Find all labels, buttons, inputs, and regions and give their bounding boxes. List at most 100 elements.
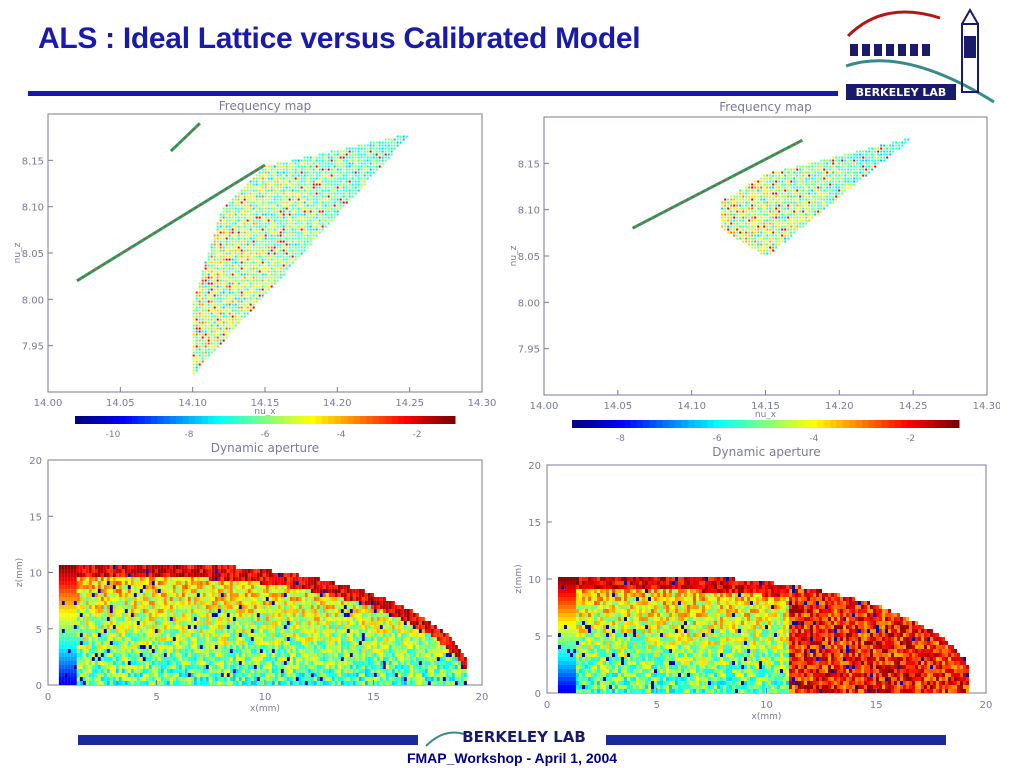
aperture-cell <box>238 681 242 685</box>
aperture-cell <box>202 653 206 657</box>
aperture-cell <box>232 613 236 617</box>
frequency-point <box>772 240 775 243</box>
frequency-point <box>204 315 207 318</box>
frequency-point <box>222 297 225 300</box>
aperture-cell <box>190 589 194 593</box>
aperture-cell <box>223 589 227 593</box>
frequency-point <box>306 225 309 228</box>
frequency-point <box>282 162 285 165</box>
frequency-point <box>778 186 781 189</box>
frequency-point <box>216 318 219 321</box>
aperture-cell <box>133 649 137 653</box>
frequency-point <box>297 198 300 201</box>
aperture-cell <box>208 573 212 577</box>
frequency-point <box>841 165 844 168</box>
aperture-cell <box>190 669 194 673</box>
aperture-cell <box>160 601 164 605</box>
frequency-point <box>369 159 372 162</box>
aperture-cell <box>217 625 221 629</box>
aperture-cell <box>94 673 98 677</box>
aperture-cell <box>217 629 221 633</box>
aperture-cell <box>106 653 110 657</box>
aperture-cell <box>205 593 209 597</box>
frequency-point <box>856 156 859 159</box>
aperture-cell <box>85 657 89 661</box>
frequency-point <box>273 255 276 258</box>
frequency-point <box>210 351 213 354</box>
aperture-cell <box>199 633 203 637</box>
aperture-cell <box>196 653 200 657</box>
aperture-cell <box>199 569 203 573</box>
aperture-cell <box>217 585 221 589</box>
frequency-point <box>219 240 222 243</box>
frequency-point <box>336 204 339 207</box>
frequency-point <box>282 180 285 183</box>
frequency-point <box>297 252 300 255</box>
aperture-cell <box>238 645 242 649</box>
aperture-cell <box>139 633 143 637</box>
frequency-point <box>330 150 333 153</box>
frequency-point <box>252 276 255 279</box>
frequency-point <box>237 252 240 255</box>
frequency-point <box>252 264 255 267</box>
aperture-cell <box>172 621 176 625</box>
frequency-point <box>850 180 853 183</box>
aperture-cell <box>109 585 113 589</box>
aperture-cell <box>166 573 170 577</box>
aperture-cell <box>178 641 182 645</box>
frequency-point <box>841 186 844 189</box>
frequency-point <box>781 195 784 198</box>
aperture-cell <box>145 617 149 621</box>
aperture-cell <box>118 597 122 601</box>
frequency-point <box>763 177 766 180</box>
frequency-point <box>300 249 303 252</box>
aperture-cell <box>127 629 131 633</box>
aperture-cell <box>166 641 170 645</box>
aperture-cell <box>178 625 182 629</box>
frequency-point <box>838 186 841 189</box>
frequency-point <box>318 210 321 213</box>
aperture-cell <box>94 665 98 669</box>
aperture-cell <box>91 677 95 681</box>
aperture-cell <box>229 569 233 573</box>
aperture-cell <box>118 577 122 581</box>
frequency-point <box>787 198 790 201</box>
aperture-cell <box>79 649 83 653</box>
frequency-point <box>342 186 345 189</box>
frequency-point <box>267 279 270 282</box>
frequency-point <box>198 324 201 327</box>
frequency-point <box>823 183 826 186</box>
frequency-point <box>222 234 225 237</box>
frequency-point <box>201 300 204 303</box>
frequency-point <box>237 195 240 198</box>
aperture-cell <box>88 569 92 573</box>
frequency-point <box>210 267 213 270</box>
frequency-point <box>868 147 871 150</box>
frequency-point <box>333 213 336 216</box>
aperture-cell <box>61 617 65 621</box>
frequency-point <box>859 153 862 156</box>
aperture-cell <box>211 637 215 641</box>
aperture-cell <box>148 573 152 577</box>
frequency-point <box>757 249 760 252</box>
aperture-cell <box>142 625 146 629</box>
frequency-point <box>279 210 282 213</box>
colorbar-tick-label: -10 <box>106 430 121 440</box>
frequency-point <box>297 168 300 171</box>
frequency-point <box>219 219 222 222</box>
frequency-point <box>249 228 252 231</box>
frequency-point <box>303 162 306 165</box>
frequency-point <box>213 267 216 270</box>
colorbar-cell <box>746 420 754 428</box>
frequency-point <box>721 207 724 210</box>
aperture-cell <box>154 649 158 653</box>
frequency-point <box>219 267 222 270</box>
aperture-cell <box>226 657 230 661</box>
frequency-point <box>330 174 333 177</box>
frequency-point <box>240 189 243 192</box>
frequency-point <box>258 273 261 276</box>
frequency-point <box>210 261 213 264</box>
frequency-point <box>333 204 336 207</box>
aperture-cell <box>64 585 68 589</box>
